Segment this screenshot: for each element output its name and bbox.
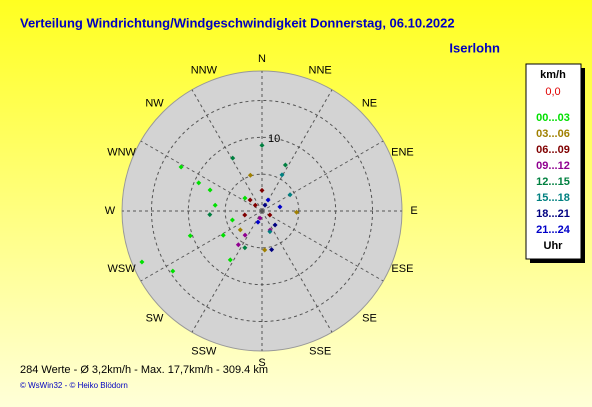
data-point: [242, 195, 248, 201]
legend-entry: 06...09: [536, 144, 570, 156]
data-point: [196, 180, 202, 186]
r-tick-label: 10: [268, 133, 280, 145]
direction-label: WNW: [107, 147, 136, 159]
legend-entry: 21...24: [536, 224, 571, 236]
direction-label: E: [410, 205, 417, 217]
spoke: [261, 210, 333, 333]
direction-label: SW: [146, 312, 164, 324]
direction-label: N: [258, 53, 266, 65]
direction-label: SE: [362, 312, 377, 324]
spoke: [261, 210, 384, 282]
direction-label: NE: [362, 97, 377, 109]
data-point: [227, 257, 233, 263]
data-point: [277, 204, 283, 210]
data-point: [247, 172, 253, 178]
data-point: [287, 192, 293, 198]
data-point: [242, 245, 248, 251]
legend: [525, 63, 582, 260]
direction-label: NNE: [309, 64, 332, 76]
data-point: [212, 202, 218, 208]
grid-ring: [224, 173, 300, 249]
data-point: [230, 155, 236, 161]
data-point: [207, 212, 213, 218]
data-point: [269, 247, 275, 253]
footer: 284 Werte - Ø 3,2km/h - Max. 17,7km/h - …: [20, 364, 268, 376]
spoke: [191, 210, 263, 333]
data-point: [267, 212, 273, 218]
data-point: [207, 187, 213, 193]
legend-calm: 0,0: [545, 86, 560, 98]
data-point: [252, 202, 258, 208]
legend-footer: Uhr: [544, 240, 564, 252]
spoke: [140, 210, 263, 282]
data-point: [259, 142, 265, 148]
data-point: [235, 242, 241, 248]
data-point: [262, 202, 268, 208]
data-point: [282, 162, 288, 168]
chart-title: Verteilung Windrichtung/Windgeschwindigk…: [20, 15, 455, 30]
data-point: [237, 227, 243, 233]
direction-label: W: [105, 205, 116, 217]
legend-entry: 12...15: [536, 176, 570, 188]
legend-entry: 09...12: [536, 160, 570, 172]
credit: © WsWin32 - © Heiko Blödorn: [20, 381, 128, 390]
data-point: [272, 222, 278, 228]
data-point: [265, 197, 271, 203]
direction-label: S: [258, 357, 265, 369]
legend-title: km/h: [540, 69, 566, 81]
legend-entry: 03...06: [536, 128, 570, 140]
data-point: [262, 247, 268, 253]
data-point: [229, 217, 235, 223]
data-point: [247, 197, 253, 203]
direction-label: SSE: [309, 345, 331, 357]
direction-label: NNW: [191, 64, 218, 76]
direction-label: ENE: [391, 147, 414, 159]
legend-entry: 18...21: [536, 208, 570, 220]
data-point: [255, 219, 261, 225]
data-point: [242, 232, 248, 238]
direction-label: NW: [145, 97, 164, 109]
data-point: [279, 172, 285, 178]
grid-ring: [187, 136, 337, 286]
legend-entry: 00...03: [536, 112, 570, 124]
data-point: [170, 268, 176, 274]
data-point: [259, 187, 265, 193]
grid-ring: [150, 99, 374, 323]
data-point: [187, 233, 193, 239]
direction-label: ESE: [391, 263, 413, 275]
spoke: [261, 89, 333, 212]
data-point: [220, 232, 226, 238]
data-point: [294, 209, 300, 215]
data-point: [242, 212, 248, 218]
legend-entry: 15...18: [536, 192, 570, 204]
data-point: [178, 164, 184, 170]
spoke: [191, 89, 263, 212]
direction-label: WSW: [108, 263, 137, 275]
spoke: [261, 140, 384, 212]
spoke: [140, 140, 263, 212]
direction-label: SSW: [191, 345, 217, 357]
data-point: [257, 215, 263, 221]
data-point: [267, 229, 273, 235]
data-point: [139, 259, 145, 265]
subtitle: Iserlohn: [449, 40, 500, 55]
